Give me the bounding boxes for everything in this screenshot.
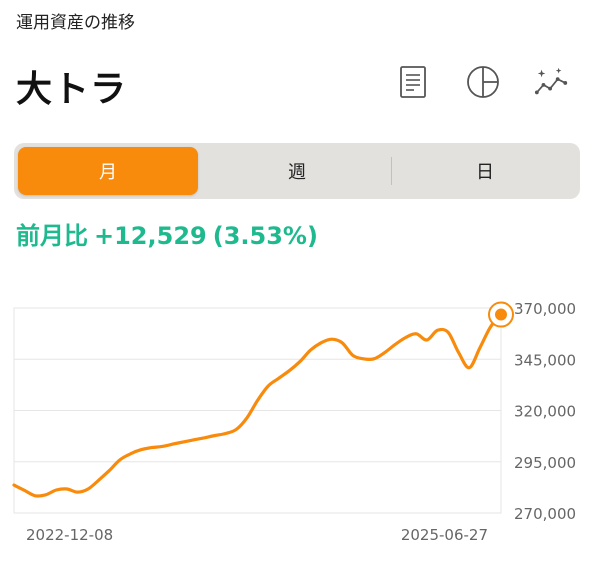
tab-week[interactable]: 週	[288, 162, 306, 183]
series-line	[12, 313, 503, 498]
page-subtitle: 運用資産の推移	[16, 13, 135, 33]
document-icon[interactable]	[395, 64, 431, 100]
tab-day[interactable]: 日	[476, 162, 494, 183]
page-title: 大トラ	[16, 69, 128, 110]
y-tick-label: 345,000	[514, 351, 576, 369]
change-value: +12,529	[94, 222, 207, 250]
x-tick-label: 2022-12-08	[26, 526, 113, 544]
pie-chart-icon[interactable]	[465, 64, 501, 100]
tab-month[interactable]: 月	[18, 147, 198, 195]
period-segmented-control: 月 週 日	[14, 143, 580, 199]
change-label: 前月比	[16, 222, 88, 250]
ai-trend-icon[interactable]	[534, 64, 570, 100]
x-tick-label: 2025-06-27	[401, 526, 488, 544]
latest-point[interactable]	[495, 308, 507, 321]
y-tick-label: 320,000	[514, 403, 576, 421]
change-percent: (3.53%)	[212, 222, 318, 250]
segment-divider	[391, 157, 392, 185]
monthly-change: 前月比 +12,529 (3.53%)	[16, 216, 324, 251]
asset-line-chart: 370,000 345,000 320,000 295,000 270,000 2022…	[12, 300, 576, 544]
y-tick-label: 295,000	[514, 454, 576, 472]
y-tick-label: 270,000	[514, 505, 576, 523]
y-tick-label: 370,000	[514, 300, 576, 318]
